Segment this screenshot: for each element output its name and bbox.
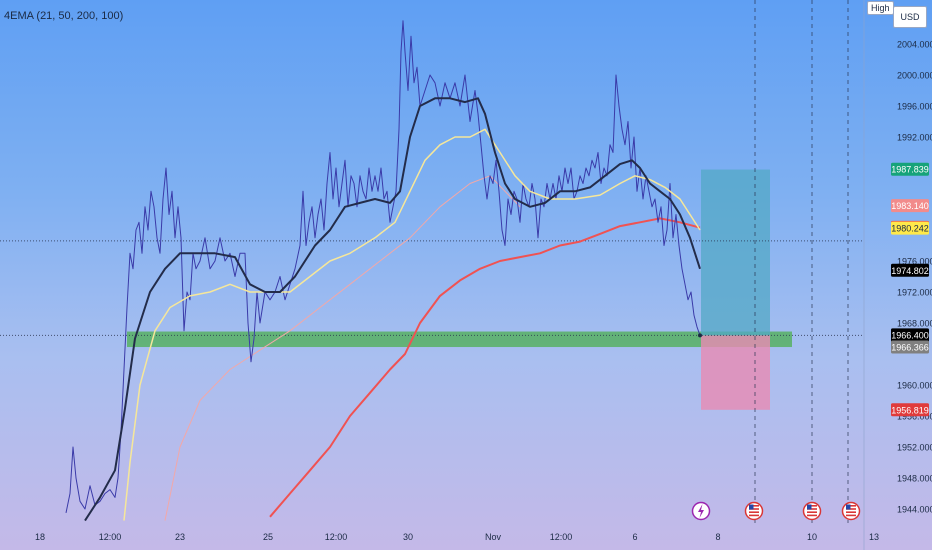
x-tick-label: 30 xyxy=(403,532,413,542)
y-tick-label: 1956.000 xyxy=(897,412,932,422)
indicator-label[interactable]: 4EMA (21, 50, 200, 100) xyxy=(4,10,124,22)
zone-stop[interactable] xyxy=(701,335,770,410)
flag-stripe xyxy=(749,508,759,510)
zone-target[interactable] xyxy=(701,169,770,336)
series-price xyxy=(65,20,701,514)
x-tick-label: 12:00 xyxy=(325,532,348,542)
y-tick-label: 1968.000 xyxy=(897,319,932,329)
price-badge-text: 1966.400 xyxy=(891,330,929,340)
price-badge-text: 1987.839 xyxy=(891,165,929,175)
price-badge[interactable] xyxy=(891,221,929,235)
price-badge-text: 1983.140 xyxy=(891,201,929,211)
y-tick-label: 1944.000 xyxy=(897,505,932,515)
series-ema100 xyxy=(164,175,521,521)
lightning-event-icon[interactable] xyxy=(691,501,711,521)
y-tick-label: 2004.000 xyxy=(897,40,932,50)
x-tick-label: Nov xyxy=(485,532,502,542)
flag-canton xyxy=(749,504,754,510)
us-flag-event-icon[interactable] xyxy=(744,501,764,521)
x-tick-label: 10 xyxy=(807,532,817,542)
series-ema200 xyxy=(269,217,701,518)
x-tick-label: 8 xyxy=(715,532,720,542)
price-badge-text: 1956.819 xyxy=(891,405,929,415)
plot-area xyxy=(0,0,864,523)
y-tick-label: 1952.000 xyxy=(897,443,932,453)
x-tick-label: 12:00 xyxy=(99,532,122,542)
price-badge[interactable] xyxy=(891,162,929,176)
y-tick-label: 2000.000 xyxy=(897,71,932,81)
last-price-dot xyxy=(698,333,702,338)
x-tick-label: 12:00 xyxy=(550,532,573,542)
price-badge-text: 1974.802 xyxy=(891,266,929,276)
us-flag-event-icon[interactable] xyxy=(802,501,822,521)
bolt-glyph xyxy=(698,504,704,518)
zone-support[interactable] xyxy=(127,331,792,348)
price-badge-text: 1980.242 xyxy=(891,224,929,234)
y-tick-label: 1948.000 xyxy=(897,474,932,484)
x-tick-label: 25 xyxy=(263,532,273,542)
high-button[interactable]: High xyxy=(867,1,894,15)
flag-canton xyxy=(807,504,812,510)
flag-canton xyxy=(846,504,851,510)
currency-button[interactable]: USD xyxy=(893,6,927,28)
y-tick-label: 1972.000 xyxy=(897,288,932,298)
us-flag-event-icon[interactable] xyxy=(841,501,861,521)
y-tick-label: 1992.000 xyxy=(897,133,932,143)
flag-stripe xyxy=(749,511,759,513)
y-tick-label: 1996.000 xyxy=(897,102,932,112)
price-badge[interactable] xyxy=(891,403,929,417)
flag-stripe xyxy=(846,514,856,517)
y-tick-label: 1976.000 xyxy=(897,257,932,267)
flag-stripe xyxy=(807,514,817,517)
price-badge-text: 1966.366 xyxy=(891,343,929,353)
x-tick-label: 18 xyxy=(35,532,45,542)
x-tick-label: 6 xyxy=(632,532,637,542)
y-tick-label: 1960.000 xyxy=(897,381,932,391)
price-badge[interactable] xyxy=(891,340,929,354)
x-tick-label: 13 xyxy=(869,532,879,542)
price-badge[interactable] xyxy=(891,199,929,213)
flag-stripe xyxy=(807,505,817,507)
flag-stripe xyxy=(846,508,856,510)
x-tick-label: 23 xyxy=(175,532,185,542)
price-badge[interactable] xyxy=(891,263,929,277)
flag-stripe xyxy=(846,505,856,507)
flag-stripe xyxy=(749,514,759,517)
series-ema21 xyxy=(84,97,701,522)
series-ema50 xyxy=(123,128,701,521)
flag-stripe xyxy=(807,511,817,513)
flag-stripe xyxy=(749,505,759,507)
flag-stripe xyxy=(846,511,856,513)
flag-stripe xyxy=(807,508,817,510)
